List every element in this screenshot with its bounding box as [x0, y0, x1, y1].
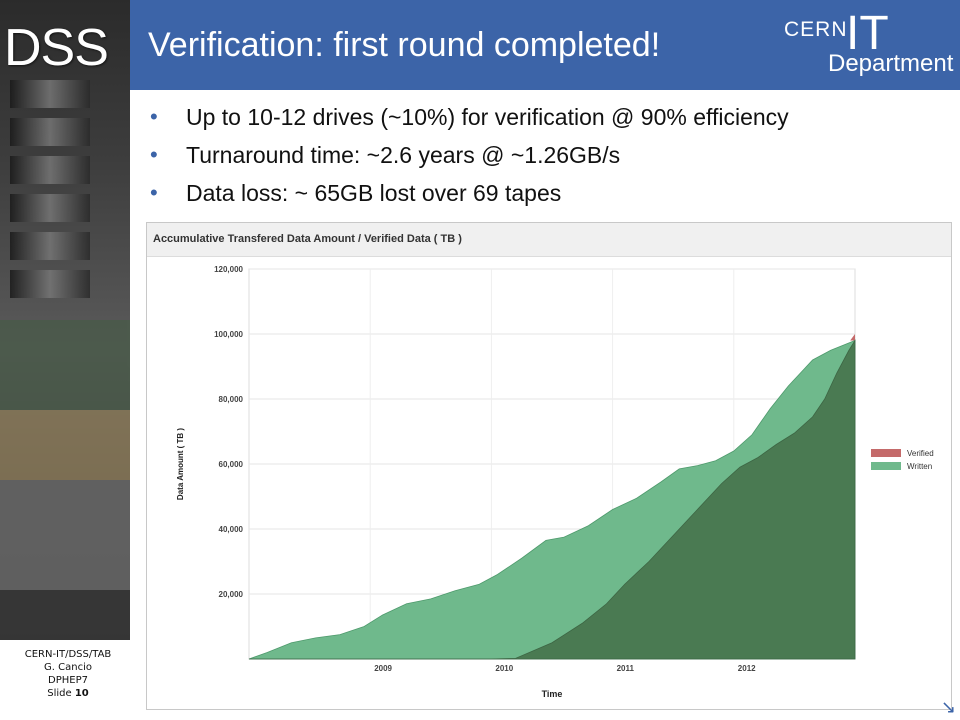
y-tick-label: 80,000	[219, 395, 244, 404]
bullet-item: • Up to 10-12 drives (~10%) for verificat…	[150, 100, 950, 138]
logo-cern-text: CERN	[784, 18, 848, 41]
slide-number: 10	[74, 688, 89, 699]
dss-logo: DSS	[4, 19, 109, 77]
chart-title: Accumulative Transfered Data Amount / Ve…	[153, 233, 462, 245]
logo-it-text: IT	[846, 7, 889, 60]
bullet-item: • Turnaround time: ~2.6 years @ ~1.26GB/s	[150, 138, 950, 176]
bullet-dot-icon: •	[150, 142, 158, 167]
slide-number-line: Slide 10	[10, 687, 126, 700]
x-tick-label: 2011	[617, 664, 635, 673]
x-tick-label: 2012	[738, 664, 756, 673]
y-tick-label: 120,000	[214, 265, 243, 274]
bullet-text: Up to 10-12 drives (~10%) for verificati…	[186, 104, 789, 130]
navigation-arrow-icon[interactable]: ↘	[940, 697, 956, 717]
y-tick-label: 40,000	[219, 525, 244, 534]
y-tick-label: 100,000	[214, 330, 243, 339]
y-tick-label: 20,000	[219, 590, 244, 599]
bullet-text: Turnaround time: ~2.6 years @ ~1.26GB/s	[186, 142, 621, 168]
legend-label: Verified	[907, 449, 934, 458]
bullet-text: Data loss: ~ 65GB lost over 69 tapes	[186, 180, 562, 206]
area-chart: 20,000 40,000 60,000 80,000 100,000 120,000 20…	[176, 265, 934, 699]
bullet-dot-icon: •	[150, 180, 158, 205]
legend-label: Written	[907, 462, 932, 471]
footer-line1: CERN-IT/DSS/TAB	[24, 649, 112, 660]
server-rack-image	[0, 80, 130, 640]
y-axis-title: Data Amount ( TB )	[176, 428, 185, 500]
footer-line2: G. Cancio	[44, 662, 92, 673]
slide-title: Verification: first round completed!	[148, 26, 661, 64]
logo-department-text: Department	[828, 50, 954, 77]
x-tick-label: 2009	[374, 664, 392, 673]
bullet-dot-icon: •	[150, 104, 158, 129]
x-axis-title: Time	[542, 689, 563, 699]
chart-title-bar: Accumulative Transfered Data Amount / Ve…	[147, 223, 951, 257]
sidebar-photo: DSS	[0, 0, 130, 640]
series-verified-area	[249, 339, 856, 660]
footer-info: CERN-IT/DSS/TAB G. Cancio DPHEP7 Slide 1…	[10, 648, 126, 700]
legend-swatch	[871, 462, 901, 470]
y-tick-label: 60,000	[219, 460, 244, 469]
legend-swatch	[871, 449, 901, 457]
series-verified-tip	[850, 334, 855, 341]
bullet-list: • Up to 10-12 drives (~10%) for verificat…	[150, 100, 950, 214]
x-tick-label: 2010	[495, 664, 513, 673]
slide-header: Verification: first round completed! CER…	[130, 0, 960, 90]
bullet-item: • Data loss: ~ 65GB lost over 69 tapes	[150, 176, 950, 214]
footer-line3: DPHEP7	[48, 675, 88, 686]
cern-it-department-logo: CERN IT Department	[774, 10, 954, 80]
slide-label: Slide	[47, 688, 72, 699]
chart-panel: Accumulative Transfered Data Amount / Ve…	[146, 222, 952, 710]
